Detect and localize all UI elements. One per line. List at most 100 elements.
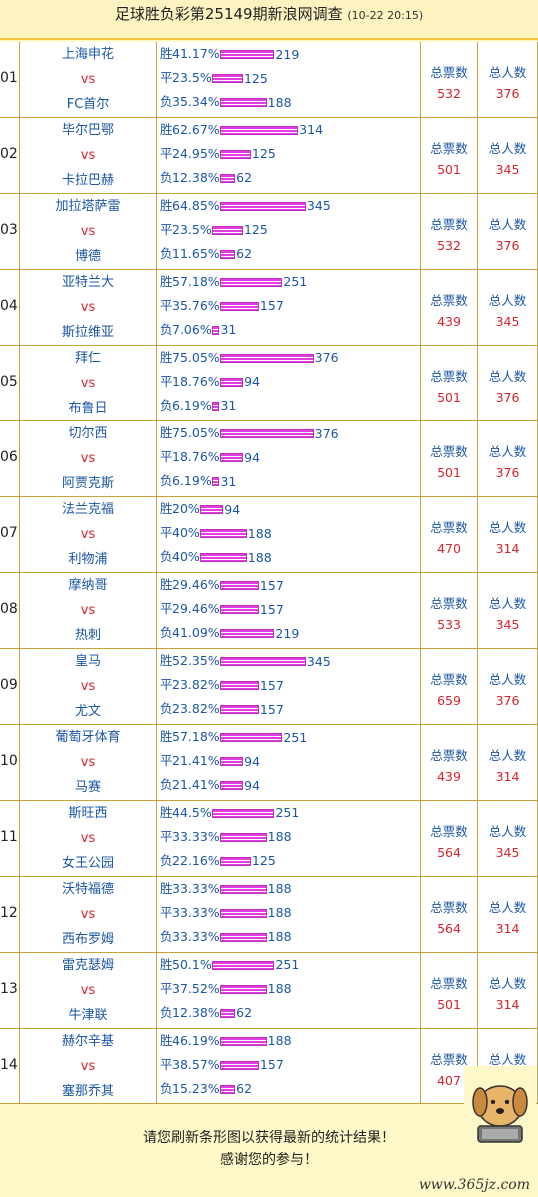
away-team[interactable]: 女王公园 bbox=[61, 855, 114, 871]
home-team[interactable]: 葡萄牙体育 bbox=[55, 730, 121, 746]
vote-label-win: 胜 bbox=[160, 729, 173, 745]
total-people-label: 总人数 bbox=[488, 1051, 527, 1067]
vote-count-lose: 31 bbox=[220, 473, 237, 489]
home-team[interactable]: 上海申花 bbox=[61, 47, 114, 62]
vote-pct-lose: 41.09% bbox=[172, 625, 220, 641]
home-team[interactable]: 拜仁 bbox=[74, 350, 101, 366]
home-team[interactable]: 毕尔巴鄂 bbox=[61, 122, 114, 138]
home-team[interactable]: 雷克瑟姆 bbox=[61, 957, 114, 973]
away-team[interactable]: 阿贾克斯 bbox=[61, 476, 114, 492]
total-votes-label: 总票数 bbox=[430, 748, 468, 764]
vote-count-win: 345 bbox=[306, 198, 331, 214]
home-team[interactable]: 亚特兰大 bbox=[61, 274, 114, 290]
total-votes-label: 总票数 bbox=[430, 292, 468, 308]
vote-label-draw: 平 bbox=[160, 904, 173, 920]
vote-label-draw: 平 bbox=[160, 828, 173, 844]
vote-line-draw: 平18.76% 94 bbox=[157, 445, 420, 469]
vote-bar-draw bbox=[219, 908, 267, 918]
vote-pct-draw: 33.33% bbox=[172, 904, 220, 920]
vote-label-win: 胜 bbox=[160, 197, 173, 213]
vote-pct-lose: 12.38% bbox=[172, 169, 220, 185]
teams-cell: 摩纳哥 vs 热刺 bbox=[20, 573, 157, 649]
vote-line-lose: 负12.38% 62 bbox=[157, 166, 420, 190]
vote-bar-win bbox=[219, 733, 283, 743]
away-team[interactable]: 塞那乔其 bbox=[61, 1083, 114, 1099]
vote-count-lose: 94 bbox=[244, 777, 261, 793]
match-row: 09 皇马 vs 尤文 胜52.35% 345 平23.82% 157 负23.82% 157 总票… bbox=[0, 649, 538, 726]
vote-line-draw: 平18.76% 94 bbox=[157, 370, 420, 394]
vote-pct-draw: 18.76% bbox=[172, 449, 220, 465]
home-team[interactable]: 法兰克福 bbox=[61, 502, 114, 518]
away-team[interactable]: 热刺 bbox=[74, 628, 101, 644]
vote-bar-win bbox=[219, 125, 299, 135]
match-number-text: 12 bbox=[0, 904, 18, 921]
vote-label-lose: 负 bbox=[160, 625, 173, 641]
vote-count-lose: 125 bbox=[251, 853, 276, 869]
home-team[interactable]: 斯旺西 bbox=[68, 805, 108, 821]
home-team[interactable]: 赫尔辛基 bbox=[61, 1033, 114, 1049]
vote-bar-draw bbox=[219, 832, 267, 842]
vote-line-lose: 负35.34% 188 bbox=[157, 90, 420, 114]
total-people-cell: 总人数 376 bbox=[478, 345, 538, 421]
away-team[interactable]: FC首尔 bbox=[66, 97, 110, 112]
total-people-value: 376 bbox=[495, 237, 520, 253]
survey-table: 01 上海申花 vs FC首尔 胜41.17% 219 平23.5% 125 负35.34% 18… bbox=[0, 42, 538, 1105]
vote-pct-win: 75.05% bbox=[172, 425, 220, 441]
away-team[interactable]: 斯拉维亚 bbox=[61, 324, 114, 340]
away-team[interactable]: 马赛 bbox=[74, 780, 101, 796]
match-number-text: 10 bbox=[0, 753, 18, 770]
away-team[interactable]: 布鲁日 bbox=[68, 400, 108, 416]
votes-cell: 胜33.33% 188 平33.33% 188 负33.33% 188 bbox=[157, 876, 421, 952]
vote-line-lose: 负15.23% 62 bbox=[157, 1077, 420, 1101]
home-team[interactable]: 皇马 bbox=[74, 654, 101, 670]
home-team[interactable]: 切尔西 bbox=[68, 426, 108, 442]
vote-count-draw: 188 bbox=[267, 981, 292, 997]
vote-line-win: 胜57.18% 251 bbox=[157, 725, 420, 749]
total-people-value: 345 bbox=[495, 617, 520, 633]
away-team[interactable]: 西布罗姆 bbox=[61, 931, 114, 947]
match-number: 09 bbox=[0, 649, 20, 725]
total-people-cell: 总人数 376 bbox=[478, 193, 538, 269]
votes-cell: 胜41.17% 219 平23.5% 125 负35.34% 188 bbox=[157, 42, 421, 117]
vote-count-win: 157 bbox=[259, 577, 284, 593]
total-votes-cell: 总票数 564 bbox=[421, 800, 478, 876]
total-votes-label: 总票数 bbox=[430, 823, 468, 839]
vote-line-draw: 平38.57% 157 bbox=[157, 1053, 420, 1077]
away-team[interactable]: 尤文 bbox=[74, 704, 101, 720]
total-people-cell: 总人数 345 bbox=[478, 269, 538, 345]
home-team[interactable]: 加拉塔萨雷 bbox=[55, 198, 121, 214]
match-number: 02 bbox=[0, 117, 20, 193]
total-votes-cell: 总票数 501 bbox=[421, 345, 478, 421]
vote-label-draw: 平 bbox=[160, 145, 173, 161]
vote-bar-lose bbox=[219, 1084, 236, 1094]
vote-label-draw: 平 bbox=[160, 1056, 173, 1072]
total-people-label: 总人数 bbox=[488, 368, 527, 384]
home-team[interactable]: 摩纳哥 bbox=[68, 578, 108, 594]
total-votes-label: 总票数 bbox=[430, 1051, 468, 1067]
vote-bar-draw bbox=[219, 301, 259, 311]
total-votes-value: 564 bbox=[437, 920, 461, 936]
total-people-value: 376 bbox=[495, 86, 520, 101]
vote-pct-lose: 22.16% bbox=[172, 852, 220, 868]
match-row: 06 切尔西 vs 阿贾克斯 胜75.05% 376 平18.76% 94 负6.19% 31 总票… bbox=[0, 421, 538, 498]
total-people-label: 总人数 bbox=[488, 216, 527, 232]
away-team[interactable]: 卡拉巴赫 bbox=[61, 172, 114, 188]
vote-bar-win bbox=[211, 960, 275, 970]
total-votes-label: 总票数 bbox=[430, 65, 468, 80]
vote-bar-draw bbox=[199, 529, 247, 539]
vote-count-draw: 188 bbox=[267, 829, 292, 845]
vote-line-lose: 负33.33% 188 bbox=[157, 925, 420, 949]
vote-label-draw: 平 bbox=[160, 70, 173, 85]
away-team[interactable]: 利物浦 bbox=[68, 552, 108, 568]
vote-bar-lose bbox=[219, 1008, 236, 1018]
vote-pct-win: 33.33% bbox=[172, 880, 220, 896]
vote-pct-draw: 29.46% bbox=[172, 601, 220, 617]
vote-bar-draw bbox=[219, 681, 259, 691]
away-team[interactable]: 博德 bbox=[74, 248, 101, 264]
away-team[interactable]: 牛津联 bbox=[68, 1007, 108, 1023]
total-votes-cell: 总票数 532 bbox=[421, 193, 478, 269]
match-row: 08 摩纳哥 vs 热刺 胜29.46% 157 平29.46% 157 负41.09% 219 总… bbox=[0, 573, 538, 650]
vote-bar-draw bbox=[219, 984, 267, 994]
home-team[interactable]: 沃特福德 bbox=[61, 881, 114, 897]
vote-line-draw: 平24.95% 125 bbox=[157, 142, 420, 166]
